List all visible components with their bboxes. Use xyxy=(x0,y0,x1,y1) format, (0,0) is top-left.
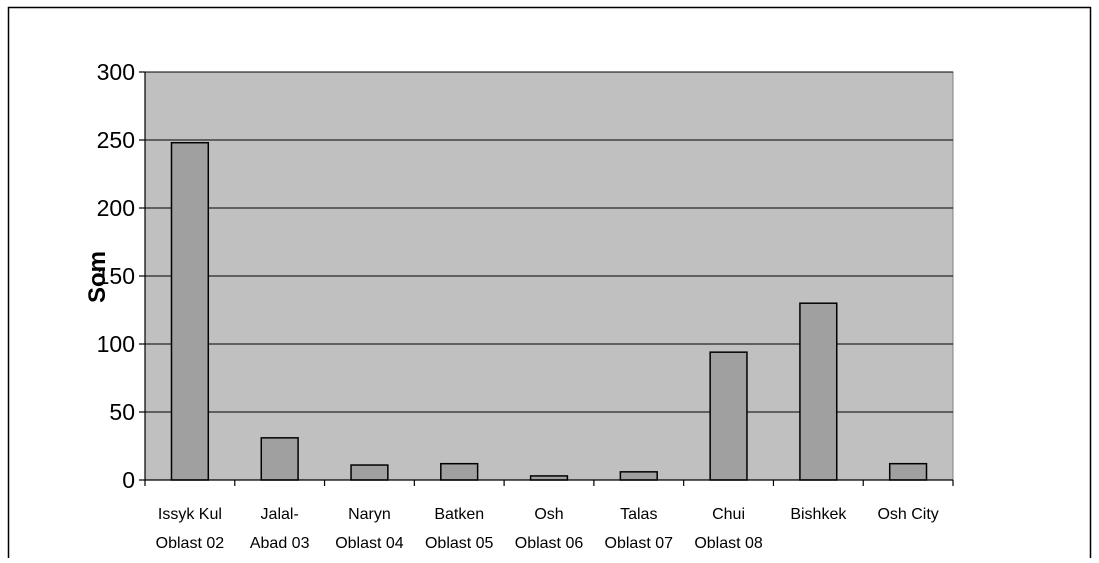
y-tick-label: 50 xyxy=(109,399,135,425)
bar xyxy=(799,302,838,481)
y-tick-label: 200 xyxy=(97,195,135,221)
x-category-label: Talas xyxy=(620,506,657,523)
x-category-label: Oblast 08 xyxy=(694,535,763,552)
y-tick-label: 300 xyxy=(97,59,135,85)
x-category-label: Oblast 06 xyxy=(515,535,584,552)
y-tick-label: 150 xyxy=(97,263,135,289)
x-category-label: Chui xyxy=(712,506,745,523)
x-category-label: Oblast 04 xyxy=(335,535,404,552)
x-category-label: Issyk Kul xyxy=(158,506,222,523)
x-category-labels: Issyk Kul Oblast 02 Jalal- Abad 03 Naryn Obla… xyxy=(156,506,939,552)
bar xyxy=(260,437,299,481)
bar xyxy=(529,475,569,481)
x-category-label: Jalal- xyxy=(261,506,299,523)
bar xyxy=(440,462,479,481)
bar xyxy=(170,141,210,481)
axes xyxy=(139,71,954,486)
bar xyxy=(350,464,389,481)
x-category-label: Abad 03 xyxy=(250,535,310,552)
x-category-label: Oblast 05 xyxy=(425,535,494,552)
x-category-label: Bishkek xyxy=(790,506,847,523)
x-category-label: Oblast 02 xyxy=(156,535,225,552)
bar xyxy=(709,351,748,481)
y-tick-labels: 0 50 100 150 200 250 300 xyxy=(97,59,135,493)
y-tick-label: 250 xyxy=(97,127,135,153)
y-axis-label: Som xyxy=(84,251,111,303)
y-tick-label: 100 xyxy=(97,331,135,357)
bar xyxy=(619,471,658,481)
x-category-label: Osh xyxy=(534,506,563,523)
x-category-label: Naryn xyxy=(348,506,391,523)
x-category-label: Osh City xyxy=(877,506,938,523)
x-category-label: Batken xyxy=(434,506,484,523)
y-tick-label: 0 xyxy=(122,467,135,493)
x-category-label: Oblast 07 xyxy=(605,535,674,552)
bar xyxy=(888,462,928,481)
